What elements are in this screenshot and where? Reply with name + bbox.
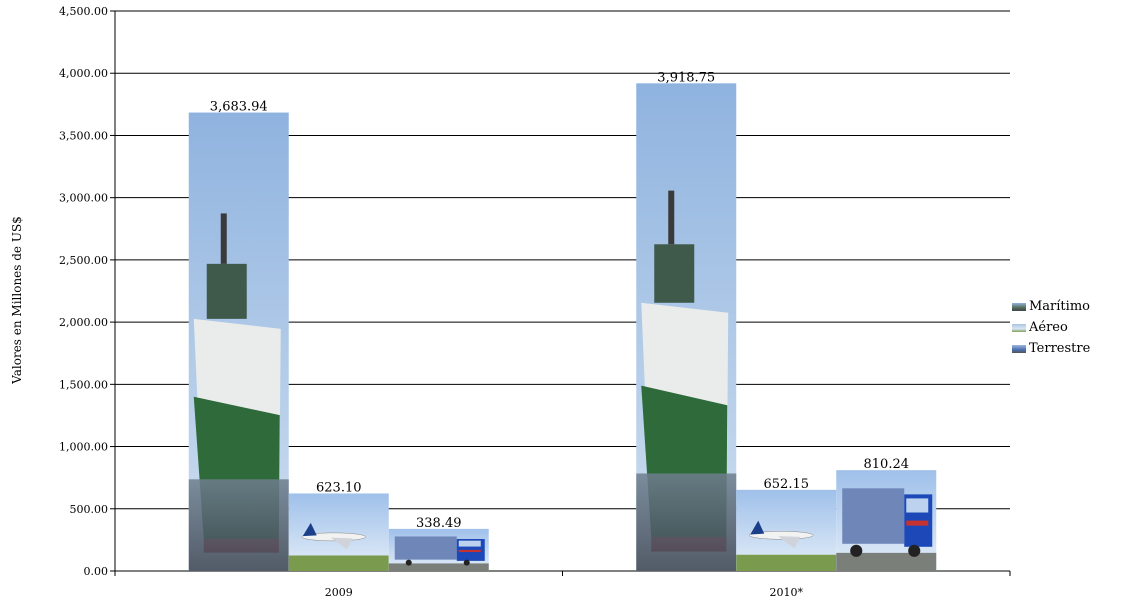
bar-maritimo bbox=[636, 83, 737, 571]
bar-terrestre bbox=[836, 470, 937, 571]
bar-aereo bbox=[736, 489, 837, 571]
bar-terrestre bbox=[388, 528, 489, 571]
truck-photo-icon bbox=[1012, 344, 1026, 353]
y-tick-label: 2,500.00 bbox=[59, 254, 108, 267]
data-label: 3,683.94 bbox=[210, 100, 268, 115]
y-tick-label: 3,500.00 bbox=[59, 129, 108, 142]
x-tick-label: 2010* bbox=[770, 586, 804, 599]
bar-aereo bbox=[288, 493, 389, 571]
legend-label: Aéreo bbox=[1029, 320, 1068, 335]
legend-item-terrestre: Terrestre bbox=[1012, 338, 1090, 359]
y-tick-label: 0.00 bbox=[84, 565, 109, 578]
data-label: 623.10 bbox=[316, 480, 362, 495]
y-axis-label: Valores en Millones de US$ bbox=[10, 216, 24, 385]
y-tick-label: 2,000.00 bbox=[59, 316, 108, 329]
legend-item-aereo: Aéreo bbox=[1012, 317, 1090, 338]
y-tick-label: 3,000.00 bbox=[59, 192, 108, 205]
data-label: 338.49 bbox=[416, 516, 462, 531]
legend-item-maritimo: Marítimo bbox=[1012, 296, 1090, 317]
bar-maritimo bbox=[188, 112, 289, 571]
legend: Marítimo Aéreo Terrestre bbox=[1012, 296, 1090, 359]
y-tick-label: 4,000.00 bbox=[59, 67, 108, 80]
airplane-photo-icon bbox=[1012, 323, 1026, 332]
data-label: 810.24 bbox=[864, 457, 910, 472]
y-tick-label: 500.00 bbox=[70, 503, 109, 516]
bars bbox=[188, 83, 937, 571]
data-label: 652.15 bbox=[764, 477, 810, 492]
y-tick-label: 1,000.00 bbox=[59, 441, 108, 454]
data-label: 3,918.75 bbox=[657, 70, 715, 85]
legend-label: Marítimo bbox=[1029, 299, 1090, 314]
ship-photo-icon bbox=[1012, 302, 1026, 311]
data-labels: 3,683.94 623.10 338.49 3,918.75 652.15 810.24 bbox=[210, 70, 909, 531]
x-tick-label: 2009 bbox=[325, 586, 353, 599]
legend-label: Terrestre bbox=[1029, 341, 1091, 356]
y-tick-label: 1,500.00 bbox=[59, 378, 108, 391]
y-tick-label: 4,500.00 bbox=[59, 5, 108, 18]
axes: 0.00 500.00 1,000.00 1,500.00 2,000.00 2,500.… bbox=[59, 5, 1011, 599]
